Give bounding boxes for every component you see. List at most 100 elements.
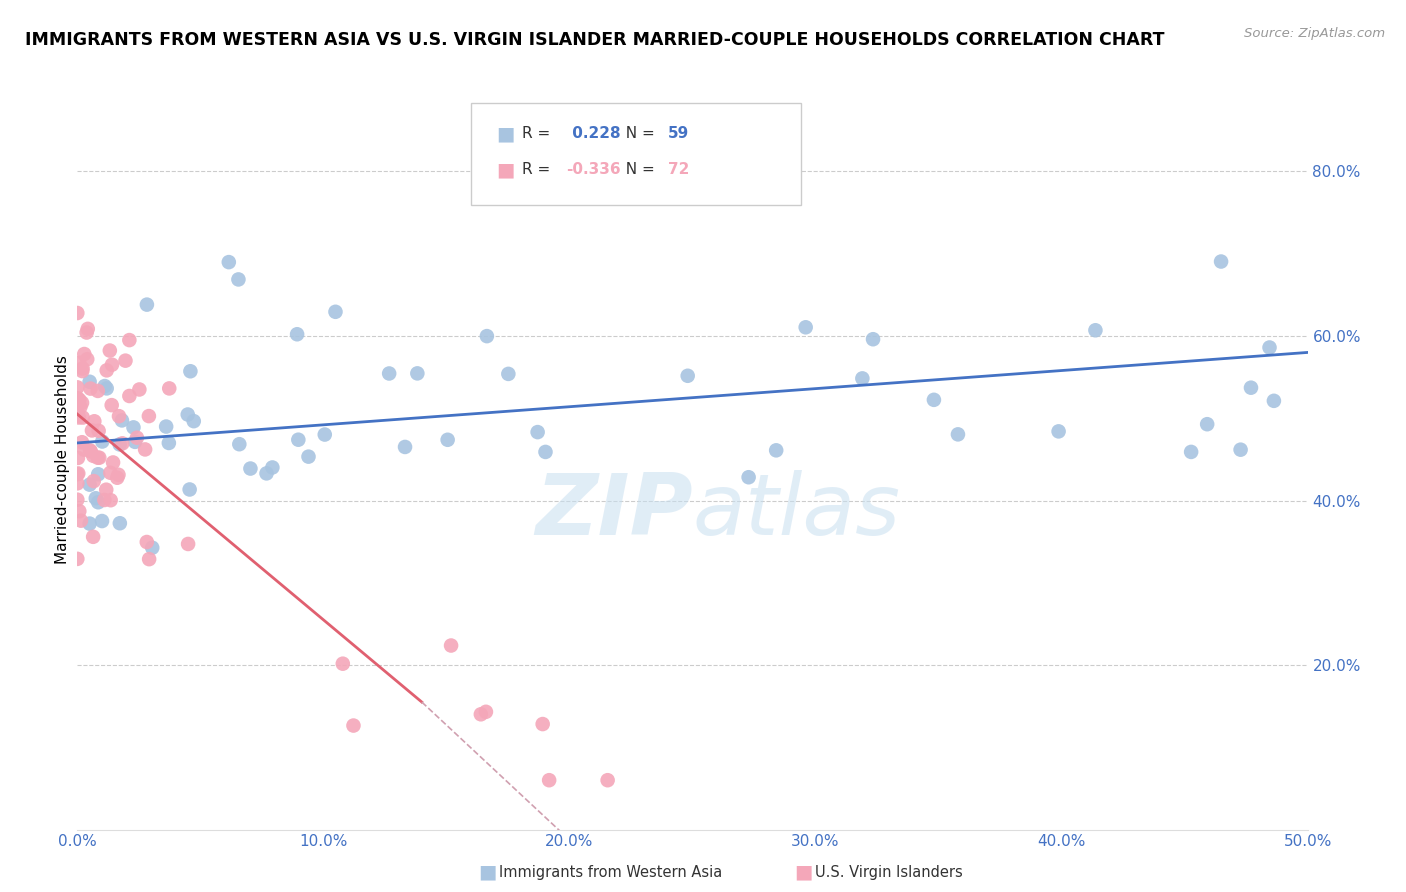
Text: R =: R = <box>522 162 555 177</box>
Point <box>141 541 163 555</box>
Point <box>66 380 89 394</box>
Point <box>1209 254 1232 268</box>
Point <box>851 371 873 385</box>
Point <box>406 367 429 381</box>
Point <box>218 255 240 269</box>
Point <box>737 470 759 484</box>
Point <box>1229 442 1251 457</box>
Point <box>66 467 89 482</box>
Point <box>922 392 945 407</box>
Point <box>155 419 177 434</box>
Point <box>87 467 110 482</box>
Point <box>82 449 104 463</box>
Point <box>69 400 91 414</box>
Point <box>82 530 104 544</box>
Point <box>179 364 201 378</box>
Point <box>440 639 463 653</box>
Point <box>122 420 145 434</box>
Text: ■: ■ <box>478 863 496 882</box>
Point <box>66 450 89 465</box>
Point <box>378 367 401 381</box>
Point <box>262 460 284 475</box>
Point <box>135 298 157 312</box>
Point <box>101 358 124 372</box>
Point <box>177 408 200 422</box>
Point <box>72 364 94 378</box>
Text: 72: 72 <box>668 162 689 177</box>
Point <box>80 444 103 458</box>
Point <box>676 368 699 383</box>
Point <box>73 347 96 361</box>
Text: Source: ZipAtlas.com: Source: ZipAtlas.com <box>1244 27 1385 40</box>
Point <box>101 455 124 469</box>
Point <box>66 405 89 419</box>
Point <box>100 398 122 412</box>
Point <box>342 718 364 732</box>
Point <box>596 773 619 788</box>
Point <box>256 467 278 481</box>
Point <box>314 427 336 442</box>
Point <box>79 375 101 389</box>
Point <box>73 442 96 457</box>
Point <box>79 443 101 458</box>
Point <box>84 491 107 506</box>
Text: ■: ■ <box>496 160 515 179</box>
Point <box>114 353 136 368</box>
Point <box>946 427 969 442</box>
Point <box>534 445 557 459</box>
Text: 59: 59 <box>668 127 689 141</box>
Text: IMMIGRANTS FROM WESTERN ASIA VS U.S. VIRGIN ISLANDER MARRIED-COUPLE HOUSEHOLDS C: IMMIGRANTS FROM WESTERN ASIA VS U.S. VIR… <box>25 31 1164 49</box>
Point <box>108 409 131 424</box>
Point <box>1258 341 1281 355</box>
Point <box>138 409 160 423</box>
Point <box>794 320 817 334</box>
Point <box>118 333 141 347</box>
Point <box>87 424 110 438</box>
Point <box>87 384 110 398</box>
Text: U.S. Virgin Islanders: U.S. Virgin Islanders <box>815 865 963 880</box>
Point <box>128 383 150 397</box>
Point <box>83 414 105 428</box>
Point <box>70 435 93 450</box>
Point <box>70 396 93 410</box>
Point <box>111 436 134 450</box>
Point <box>66 409 89 423</box>
Point <box>124 434 146 449</box>
Point <box>96 363 118 377</box>
Point <box>228 437 250 451</box>
Point <box>76 322 98 336</box>
Point <box>80 424 103 438</box>
Point <box>538 773 561 788</box>
Point <box>436 433 458 447</box>
Point <box>1263 393 1285 408</box>
Point <box>125 431 148 445</box>
Point <box>79 516 101 531</box>
Point <box>325 305 347 319</box>
Point <box>297 450 319 464</box>
Point <box>1084 323 1107 337</box>
Point <box>67 467 90 481</box>
Point <box>67 392 90 407</box>
Point <box>135 535 157 549</box>
Point <box>87 495 110 509</box>
Text: 0.228: 0.228 <box>567 127 620 141</box>
Point <box>67 356 90 370</box>
Point <box>134 442 156 457</box>
Point <box>862 332 884 346</box>
Point <box>67 410 90 425</box>
Point <box>66 407 89 421</box>
Point <box>1240 381 1263 395</box>
Point <box>98 343 121 358</box>
Point <box>100 493 122 508</box>
Point <box>76 326 98 340</box>
Point <box>228 272 250 286</box>
Point <box>531 717 554 731</box>
Point <box>86 450 108 465</box>
Point <box>83 474 105 488</box>
Point <box>111 413 134 427</box>
Point <box>107 467 129 482</box>
Point <box>66 492 89 507</box>
Point <box>72 410 94 425</box>
Point <box>79 477 101 491</box>
Point <box>177 537 200 551</box>
